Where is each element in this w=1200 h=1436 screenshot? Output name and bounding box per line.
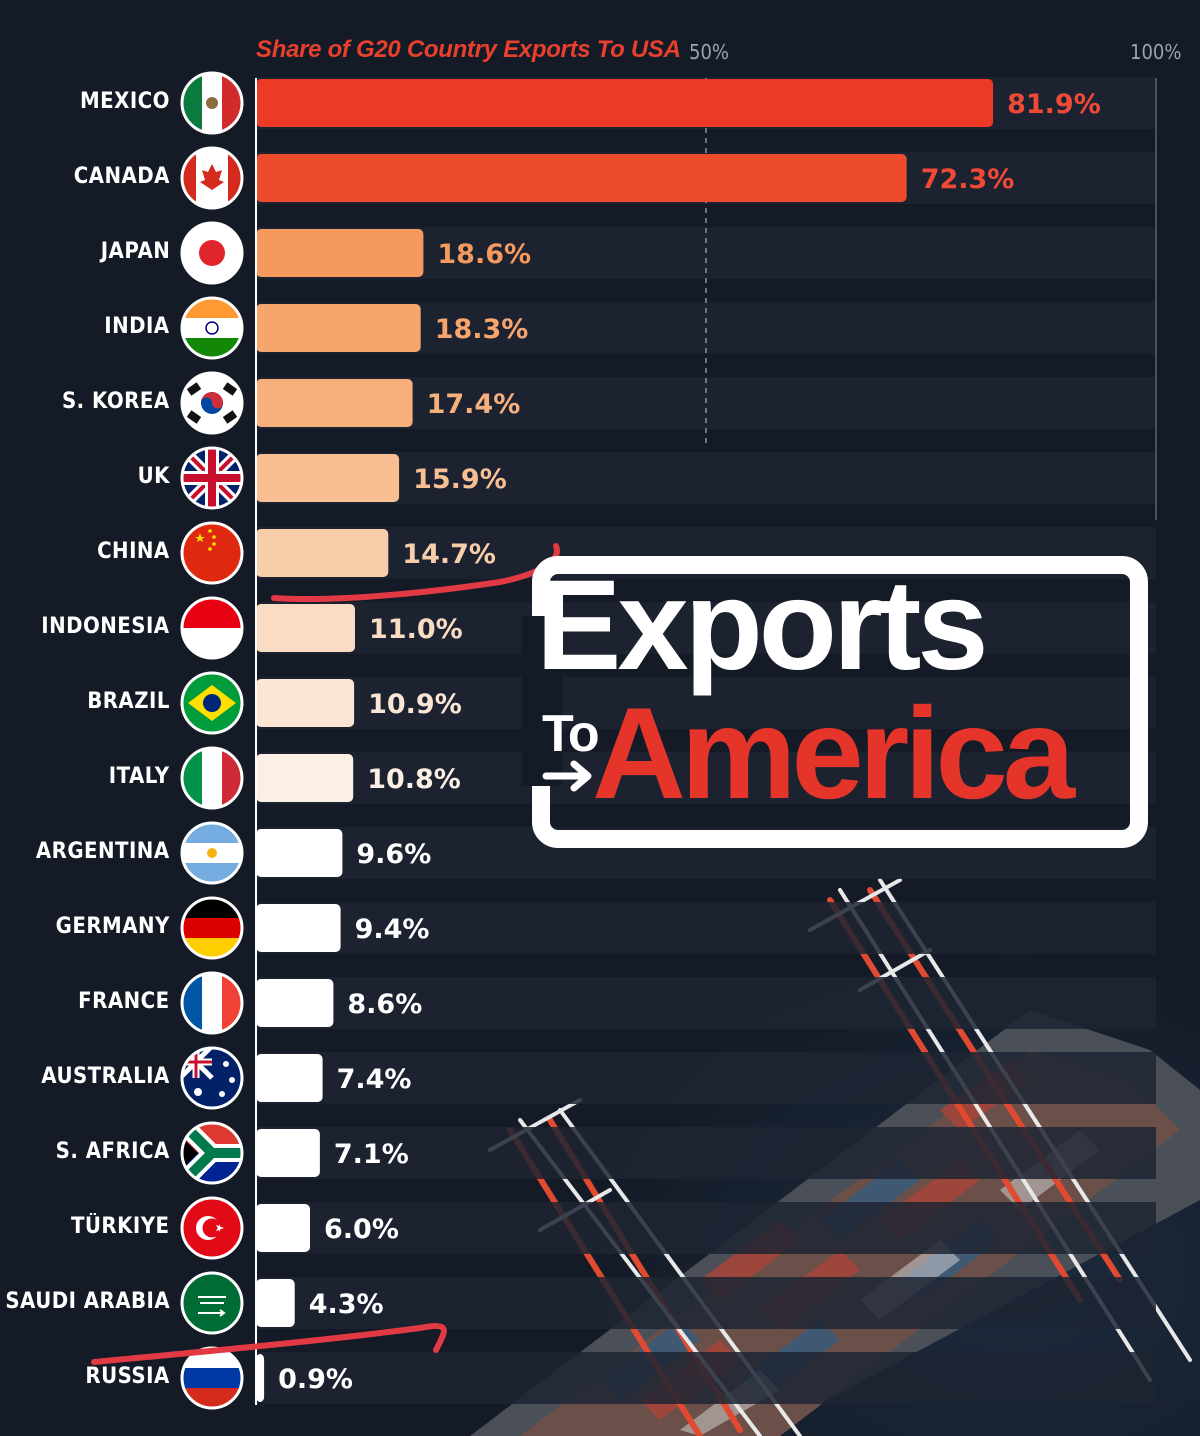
bar-track — [256, 1202, 1156, 1254]
country-label: TÜRKIYE — [71, 1214, 170, 1239]
country-label: CHINA — [97, 539, 170, 564]
bar-s-africa — [256, 1129, 320, 1177]
chart-title: Share of G20 Country Exports To USA — [256, 36, 681, 63]
value-label: 72.3% — [921, 164, 1015, 195]
bar-india — [256, 304, 421, 352]
indonesia-flag-icon — [180, 596, 244, 660]
bar-track — [256, 902, 1156, 954]
bar-saudi-arabia — [256, 1279, 295, 1327]
japan-flag-icon — [180, 221, 244, 285]
value-label: 18.6% — [437, 239, 531, 270]
country-label: FRANCE — [78, 989, 170, 1014]
south-africa-flag-icon — [180, 1121, 244, 1185]
bar-canada — [256, 154, 907, 202]
value-label: 0.9% — [278, 1364, 353, 1395]
value-label: 6.0% — [324, 1214, 399, 1245]
value-label: 8.6% — [347, 989, 422, 1020]
value-label: 7.4% — [337, 1064, 412, 1095]
uk-flag-icon — [180, 446, 244, 510]
arrow-right-icon — [542, 760, 592, 792]
bar-s-korea — [256, 379, 413, 427]
bar-track — [256, 1052, 1156, 1104]
country-label: ARGENTINA — [36, 839, 170, 864]
value-label: 7.1% — [334, 1139, 409, 1170]
value-label: 17.4% — [427, 389, 521, 420]
value-label: 81.9% — [1007, 89, 1101, 120]
value-label: 9.4% — [355, 914, 430, 945]
country-label: CANADA — [73, 164, 170, 189]
country-label: INDONESIA — [41, 614, 170, 639]
bar-france — [256, 979, 334, 1027]
x-tick-50: 50% — [689, 40, 729, 64]
logo-exports-text: Exports — [536, 554, 989, 697]
value-label: 15.9% — [413, 464, 507, 495]
bar-track — [256, 1277, 1156, 1329]
value-label: 4.3% — [309, 1289, 384, 1320]
value-label: 10.9% — [368, 689, 462, 720]
bar-russia — [256, 1354, 265, 1402]
bar-track — [256, 1352, 1156, 1404]
country-label: AUSTRALIA — [41, 1064, 170, 1089]
italy-flag-icon — [180, 746, 244, 810]
india-flag-icon — [180, 296, 244, 360]
country-label: S. AFRICA — [55, 1139, 170, 1164]
value-label: 10.8% — [367, 764, 461, 795]
country-label: ITALY — [109, 764, 170, 789]
south-korea-flag-icon — [180, 371, 244, 435]
bar-track — [256, 677, 1156, 729]
country-label: S. KOREA — [62, 389, 170, 414]
bar-track — [256, 602, 1156, 654]
bar-china — [256, 529, 389, 577]
country-label: MEXICO — [80, 89, 170, 114]
bar-australia — [256, 1054, 323, 1102]
russia-flag-icon — [180, 1346, 244, 1410]
logo-to-text: To — [542, 705, 600, 763]
bar-track — [256, 452, 1156, 504]
bar-argentina — [256, 829, 343, 877]
canada-flag-icon — [180, 146, 244, 210]
country-label: GERMANY — [55, 914, 170, 939]
germany-flag-icon — [180, 896, 244, 960]
value-label: 18.3% — [435, 314, 529, 345]
bar-italy — [256, 754, 354, 802]
argentina-flag-icon — [180, 821, 244, 885]
country-label: UK — [137, 464, 170, 489]
china-flag-icon — [180, 521, 244, 585]
country-label: INDIA — [104, 314, 170, 339]
turkiye-flag-icon — [180, 1196, 244, 1260]
country-label: RUSSIA — [85, 1364, 170, 1389]
bar-brazil — [256, 679, 355, 727]
mexico-flag-icon — [180, 71, 244, 135]
bar-mexico — [256, 79, 994, 127]
value-label: 14.7% — [402, 539, 496, 570]
bar-track — [256, 752, 1156, 804]
australia-flag-icon — [180, 1046, 244, 1110]
country-label: JAPAN — [100, 239, 170, 264]
bar-uk — [256, 454, 400, 502]
value-label: 9.6% — [356, 839, 431, 870]
logo-america-text: America — [592, 680, 1075, 826]
country-label: BRAZIL — [87, 689, 170, 714]
exports-to-america-logo: Exports To America — [522, 546, 1158, 858]
country-label: SAUDI ARABIA — [5, 1289, 170, 1314]
bar-t-rkiye — [256, 1204, 310, 1252]
bar-track — [256, 977, 1156, 1029]
bar-japan — [256, 229, 424, 277]
france-flag-icon — [180, 971, 244, 1035]
saudi-arabia-flag-icon — [180, 1271, 244, 1335]
bar-track — [256, 1127, 1156, 1179]
russia-divider-annotation — [91, 1323, 447, 1365]
x-tick-100: 100% — [1130, 40, 1182, 64]
value-label: 11.0% — [369, 614, 463, 645]
bar-indonesia — [256, 604, 355, 652]
bar-germany — [256, 904, 341, 952]
brazil-flag-icon — [180, 671, 244, 735]
